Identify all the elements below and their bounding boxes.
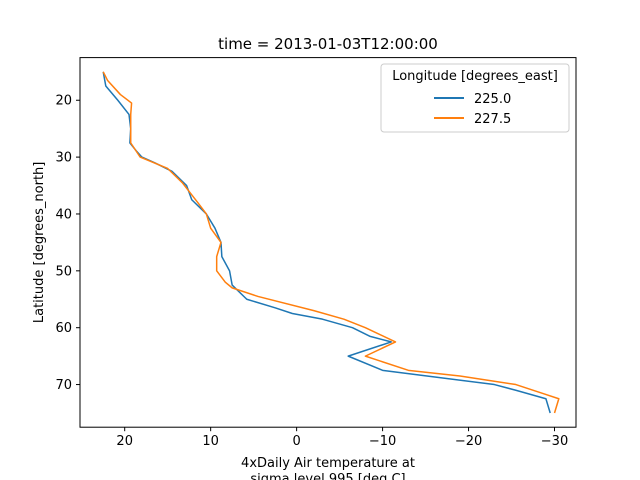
x-axis: 20 10 0 −10 −20 −30 [116,427,568,449]
x-axis-label-line-2: sigma level 995 [deg C] [250,472,405,480]
legend-label-225: 225.0 [474,92,511,107]
x-axis-label-line-1: 4xDaily Air temperature at [241,456,415,471]
x-tick-label: −10 [369,434,396,449]
chart-title: time = 2013-01-03T12:00:00 [218,35,438,53]
x-tick-label: 10 [202,434,219,449]
y-tick-label: 50 [55,264,72,279]
y-axis-label: Latitude [degrees_north] [32,162,47,323]
plot-frame [79,57,577,428]
y-tick-label: 20 [55,94,72,109]
legend-box [380,63,570,133]
x-tick-label: 0 [292,434,300,449]
y-tick-label: 40 [55,207,72,222]
y-axis: 20 30 40 50 60 70 [55,94,80,393]
series-line-227-5 [102,71,560,414]
plot-lines [102,71,560,414]
y-tick-label: 30 [55,151,72,166]
series-line-225-0 [102,71,551,414]
x-tick-label: 20 [116,434,133,449]
y-tick-label: 70 [55,378,72,393]
legend: Longitude [degrees_east] 225.0 227.5 [380,63,570,133]
legend-label-227-5: 227.5 [474,112,511,127]
legend-title: Longitude [degrees_east] [392,69,558,84]
y-tick-label: 60 [55,321,72,336]
x-tick-label: −30 [541,434,568,449]
x-tick-label: −20 [455,434,482,449]
